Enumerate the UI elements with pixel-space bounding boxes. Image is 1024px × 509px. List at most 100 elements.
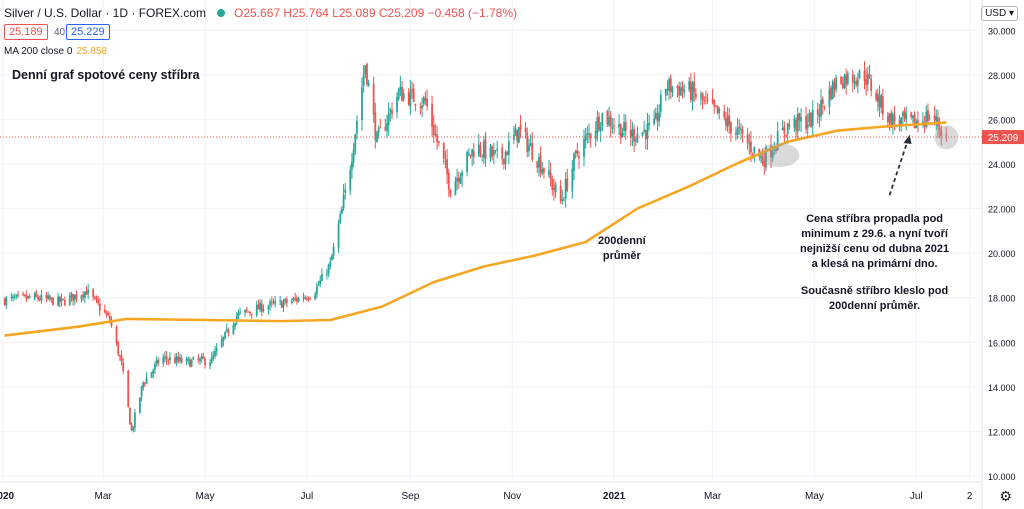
candle-body bbox=[713, 100, 716, 107]
candle-body bbox=[735, 132, 737, 135]
candle-body bbox=[502, 158, 505, 164]
change-value: −0.458 (−1.78%) bbox=[427, 6, 517, 20]
candle-body bbox=[594, 130, 597, 140]
candle-body bbox=[761, 156, 764, 164]
candle-body bbox=[494, 149, 497, 151]
candle-body bbox=[180, 358, 183, 363]
candle-body bbox=[209, 362, 211, 366]
candle-body bbox=[681, 86, 684, 91]
ask-price[interactable]: 25.229 bbox=[66, 24, 110, 40]
y-tick-label: 20.000 bbox=[988, 249, 1016, 259]
candle-body bbox=[214, 351, 216, 357]
candle-body bbox=[905, 113, 908, 120]
note-line: 200denní průměr. bbox=[829, 300, 921, 312]
candle-body bbox=[653, 118, 656, 124]
candle-body bbox=[741, 129, 744, 134]
candle-body bbox=[349, 169, 352, 191]
last-price-label-bg bbox=[982, 130, 1024, 145]
candle-body bbox=[507, 141, 510, 155]
candle-body bbox=[643, 129, 646, 132]
gear-icon[interactable]: ⚙ bbox=[999, 488, 1012, 504]
y-tick-label: 18.000 bbox=[988, 294, 1016, 304]
candle-body bbox=[377, 128, 380, 133]
candle-body bbox=[269, 301, 272, 306]
y-tick-label: 22.000 bbox=[988, 205, 1016, 215]
x-tick-label: May bbox=[196, 491, 215, 502]
y-tick-label: 16.000 bbox=[988, 338, 1016, 348]
highlight-ellipse bbox=[759, 143, 800, 168]
candle-body bbox=[648, 122, 651, 125]
candle-body bbox=[738, 126, 741, 129]
candle-body bbox=[98, 303, 101, 311]
candle-body bbox=[110, 320, 113, 326]
candle-body bbox=[376, 132, 378, 143]
candle-body bbox=[833, 82, 836, 90]
candle-body bbox=[553, 187, 555, 191]
candle-body bbox=[262, 309, 265, 311]
note-annotation: Cena stříbra propadla pod minimum z 29.6… bbox=[800, 212, 949, 314]
currency-select[interactable]: USD ▾ bbox=[981, 6, 1018, 21]
x-tick-label: Jul bbox=[910, 491, 923, 502]
candle-body bbox=[810, 113, 812, 128]
candle-body bbox=[798, 113, 801, 121]
candle-body bbox=[447, 172, 450, 190]
candle-body bbox=[245, 309, 248, 311]
x-tick-label: 2021 bbox=[603, 491, 626, 502]
candle-body bbox=[234, 322, 236, 327]
candle-body bbox=[280, 301, 283, 308]
candle-body bbox=[935, 116, 938, 122]
spread-value: 40 bbox=[54, 27, 66, 38]
candle-body bbox=[174, 357, 176, 364]
symbol-title[interactable]: Silver / U.S. Dollar · 1D · FOREX.com bbox=[4, 6, 207, 20]
candle-body bbox=[449, 189, 452, 195]
market-status-dot bbox=[217, 9, 226, 17]
candle-body bbox=[421, 105, 423, 109]
candle-body bbox=[52, 297, 54, 305]
candle-body bbox=[811, 110, 814, 126]
ma200-line bbox=[4, 121, 947, 337]
candle-body bbox=[292, 298, 295, 301]
candle-body bbox=[654, 112, 657, 120]
candle-body bbox=[781, 127, 784, 131]
candle-body bbox=[305, 298, 308, 300]
candle-body bbox=[656, 112, 659, 122]
candle-body bbox=[179, 357, 181, 362]
candle-body bbox=[337, 223, 340, 248]
y-tick-label: 28.000 bbox=[988, 71, 1016, 81]
candle-body bbox=[613, 125, 615, 127]
candle-body bbox=[366, 63, 368, 85]
candle-body bbox=[459, 177, 462, 184]
candle-body bbox=[706, 99, 709, 101]
bid-price[interactable]: 25.189 bbox=[4, 24, 48, 40]
candle-body bbox=[491, 146, 494, 157]
candle-body bbox=[314, 294, 317, 300]
candle-body bbox=[471, 149, 474, 156]
candle-body bbox=[220, 340, 223, 347]
candle-body bbox=[758, 148, 761, 157]
candle-body bbox=[411, 89, 413, 91]
candle-body bbox=[619, 124, 622, 139]
candle-body bbox=[133, 412, 136, 428]
candle-body bbox=[609, 115, 612, 127]
ma-indicator-legend[interactable]: MA 200 close 0 25.858 bbox=[4, 46, 107, 57]
candle-body bbox=[282, 302, 285, 308]
candle-body bbox=[192, 357, 195, 360]
candle-body bbox=[631, 129, 634, 137]
candle-body bbox=[775, 149, 777, 151]
candle-body bbox=[765, 146, 767, 168]
candle-body bbox=[37, 296, 39, 300]
candle-body bbox=[294, 298, 297, 300]
candle-body bbox=[279, 300, 282, 302]
candle-body bbox=[589, 134, 592, 139]
candle-body bbox=[35, 292, 38, 297]
candle-body bbox=[199, 358, 201, 361]
candle-body bbox=[753, 146, 756, 153]
open-value: O25.667 bbox=[234, 6, 281, 20]
candle-body bbox=[549, 172, 552, 180]
candle-body bbox=[284, 299, 287, 302]
candle-body bbox=[68, 296, 71, 305]
ma-annotation-line: průměr bbox=[602, 250, 641, 262]
candle-body bbox=[297, 297, 300, 302]
candle-body bbox=[658, 112, 661, 122]
